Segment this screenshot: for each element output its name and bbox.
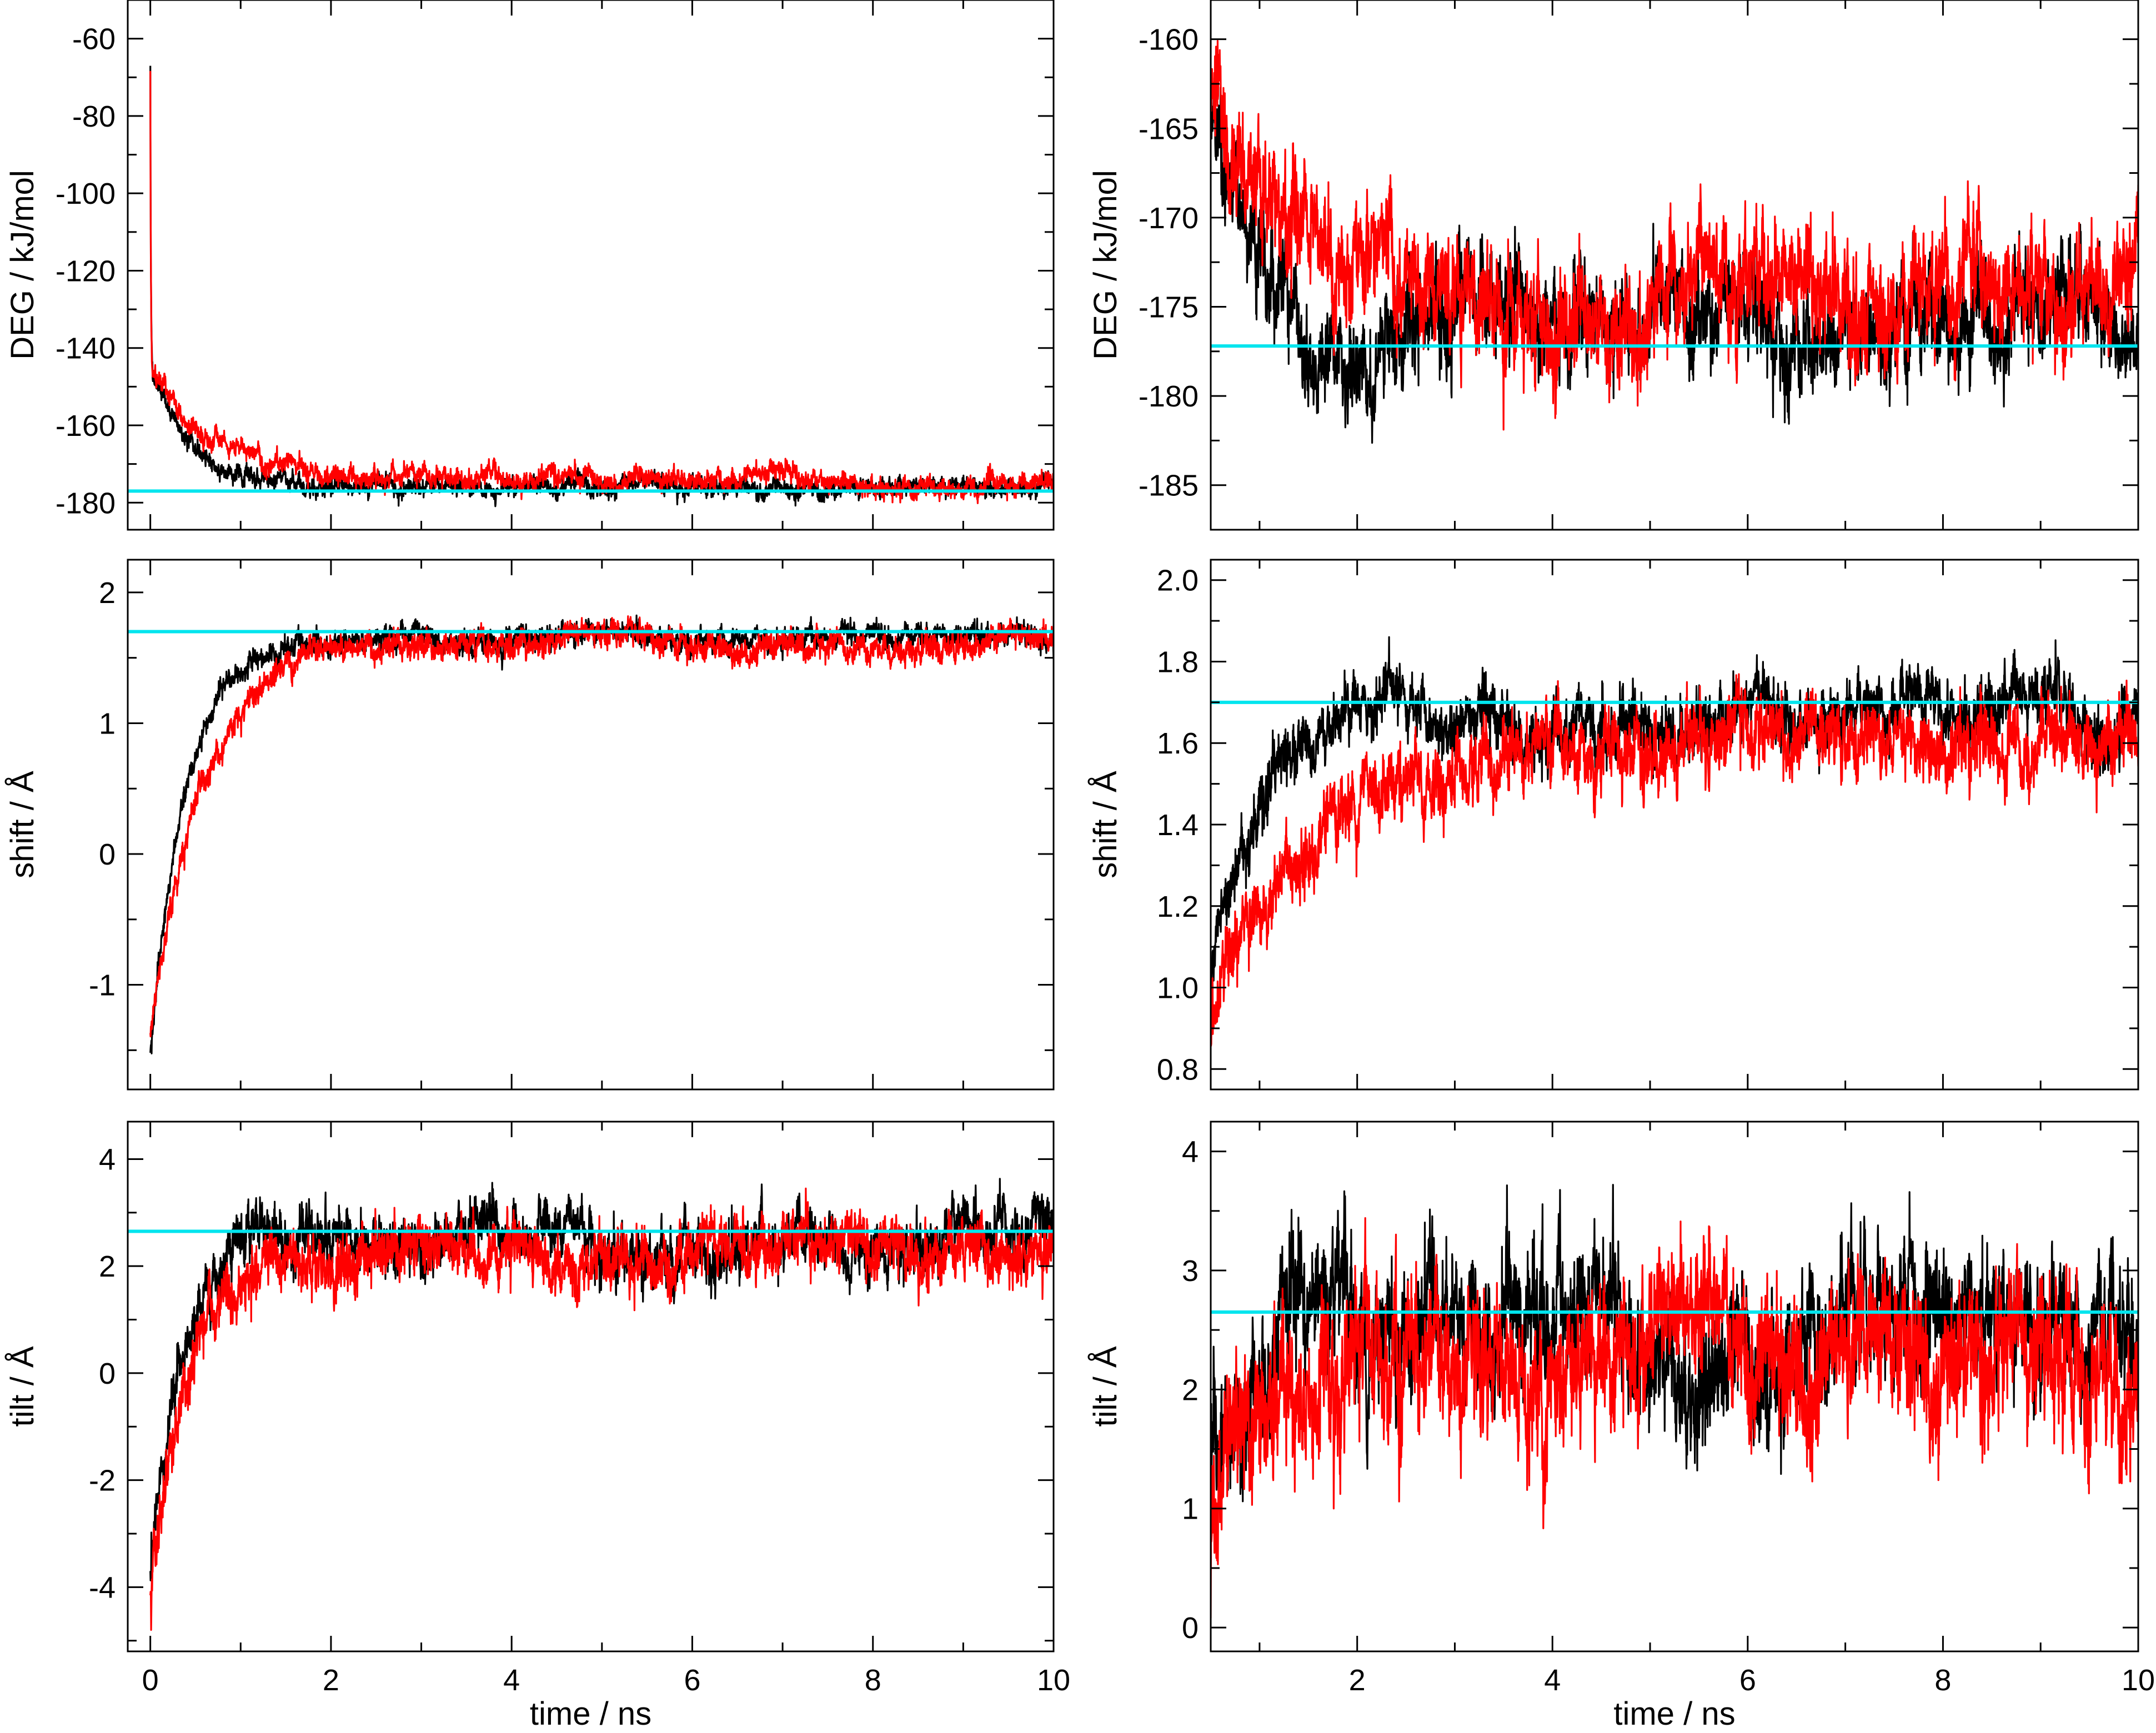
- y-tick-label: -170: [1139, 202, 1199, 235]
- y-axis-label: DEG / kJ/mol: [4, 170, 41, 360]
- y-tick-label: 2: [1182, 1373, 1199, 1407]
- y-tick-label: -60: [72, 23, 116, 56]
- y-tick-label: 0.8: [1157, 1053, 1199, 1086]
- x-tick-label: 8: [1934, 1664, 1951, 1697]
- series-red-line: [149, 1187, 1054, 1631]
- y-tick-label: -160: [1139, 23, 1199, 57]
- y-tick-label: -180: [1139, 380, 1199, 413]
- y-tick-label: 2.0: [1157, 564, 1199, 597]
- panel-tilt-zoom: 2 4 6 8 10 0 1 2 3 4 tilt / Å time / ns: [1087, 1121, 2155, 1732]
- x-tick-label: 8: [865, 1664, 881, 1697]
- y-tick-label: -80: [72, 100, 116, 133]
- plot-area: [1211, 40, 2138, 444]
- axes-frame: [127, 559, 1055, 1091]
- x-tick-label: 6: [1739, 1664, 1756, 1697]
- y-tick-label: 1: [1182, 1493, 1199, 1526]
- y-tick-label: -140: [56, 332, 116, 365]
- y-axis-label: shift / Å: [4, 771, 41, 878]
- y-tick-label: -160: [56, 409, 116, 443]
- panel-shift-full: -1 0 1 2 shift / Å: [4, 559, 1055, 1091]
- plot-area: [128, 614, 1054, 1054]
- y-tick-label: 0: [99, 838, 116, 871]
- y-tick-label: 1.2: [1157, 890, 1199, 923]
- series-red-line: [1211, 673, 2138, 1047]
- y-tick-label: -185: [1139, 469, 1199, 503]
- y-tick-label: 0: [1182, 1611, 1199, 1645]
- plot-area: [128, 1178, 1054, 1631]
- axes-frame: [127, 0, 1055, 531]
- y-tick-label: 1.6: [1157, 727, 1199, 760]
- plot-area: [1211, 1184, 2138, 1619]
- y-tick-label: -1: [89, 969, 116, 1002]
- y-axis-label: tilt / Å: [4, 1346, 41, 1426]
- y-tick-label: 1.0: [1157, 972, 1199, 1005]
- series-red-line: [149, 71, 1054, 504]
- series-black-line: [1211, 77, 2138, 444]
- axes-frame: [1210, 1121, 2139, 1652]
- y-tick-label: -120: [56, 254, 116, 288]
- panel-tilt-full: 0 2 4 6 8 10 -4 -2 0 2 4 tilt / Å time / ns: [4, 1121, 1070, 1732]
- y-tick-label: 4: [1182, 1136, 1199, 1169]
- y-axis-label: DEG / kJ/mol: [1087, 170, 1124, 360]
- panel-shift-zoom: 0.8 1.0 1.2 1.4 1.6 1.8 2.0 shift / Å: [1087, 559, 2139, 1091]
- y-tick-label: 0: [99, 1357, 116, 1390]
- series-black-line: [149, 66, 1054, 508]
- plot-area: [128, 66, 1054, 508]
- axes-frame: [1210, 0, 2139, 531]
- y-tick-label: 3: [1182, 1254, 1199, 1288]
- x-tick-label: 10: [1037, 1664, 1070, 1697]
- y-tick-label: 1.8: [1157, 645, 1199, 679]
- x-tick-label: 2: [323, 1664, 339, 1697]
- y-axis-label: shift / Å: [1087, 771, 1124, 878]
- panel-deg-full: -180 -160 -140 -120 -100 -80 -60 DEG / kJ/mol: [4, 0, 1055, 531]
- y-tick-label: -165: [1139, 112, 1199, 145]
- y-tick-label: -4: [89, 1571, 116, 1604]
- axes-frame: [127, 1121, 1055, 1652]
- series-black-line: [1211, 1184, 2138, 1503]
- x-tick-label: 4: [503, 1664, 520, 1697]
- y-axis-label: tilt / Å: [1087, 1346, 1124, 1426]
- x-axis-label: time / ns: [530, 1696, 651, 1732]
- y-tick-label: -2: [89, 1464, 116, 1498]
- y-tick-label: 1: [99, 707, 116, 740]
- series-red-line: [149, 615, 1054, 1038]
- y-tick-label: -175: [1139, 290, 1199, 324]
- panel-deg-zoom: -185 -180 -175 -170 -165 -160 DEG / kJ/mol: [1087, 0, 2139, 531]
- y-tick-label: -100: [56, 177, 116, 210]
- x-axis-label: time / ns: [1613, 1696, 1735, 1732]
- y-tick-label: 2: [99, 1250, 116, 1283]
- plot-area: [1211, 636, 2138, 1047]
- x-tick-label: 2: [1349, 1664, 1366, 1697]
- y-tick-label: 1.4: [1157, 808, 1199, 842]
- series-black-line: [149, 614, 1054, 1054]
- x-tick-label: 6: [684, 1664, 700, 1697]
- series-red-line: [1211, 40, 2138, 431]
- y-tick-label: 4: [99, 1143, 116, 1176]
- y-tick-label: 2: [99, 576, 116, 610]
- x-tick-label: 0: [142, 1664, 159, 1697]
- x-tick-label: 10: [2122, 1664, 2155, 1697]
- y-tick-label: -180: [56, 486, 116, 520]
- x-tick-label: 4: [1544, 1664, 1561, 1697]
